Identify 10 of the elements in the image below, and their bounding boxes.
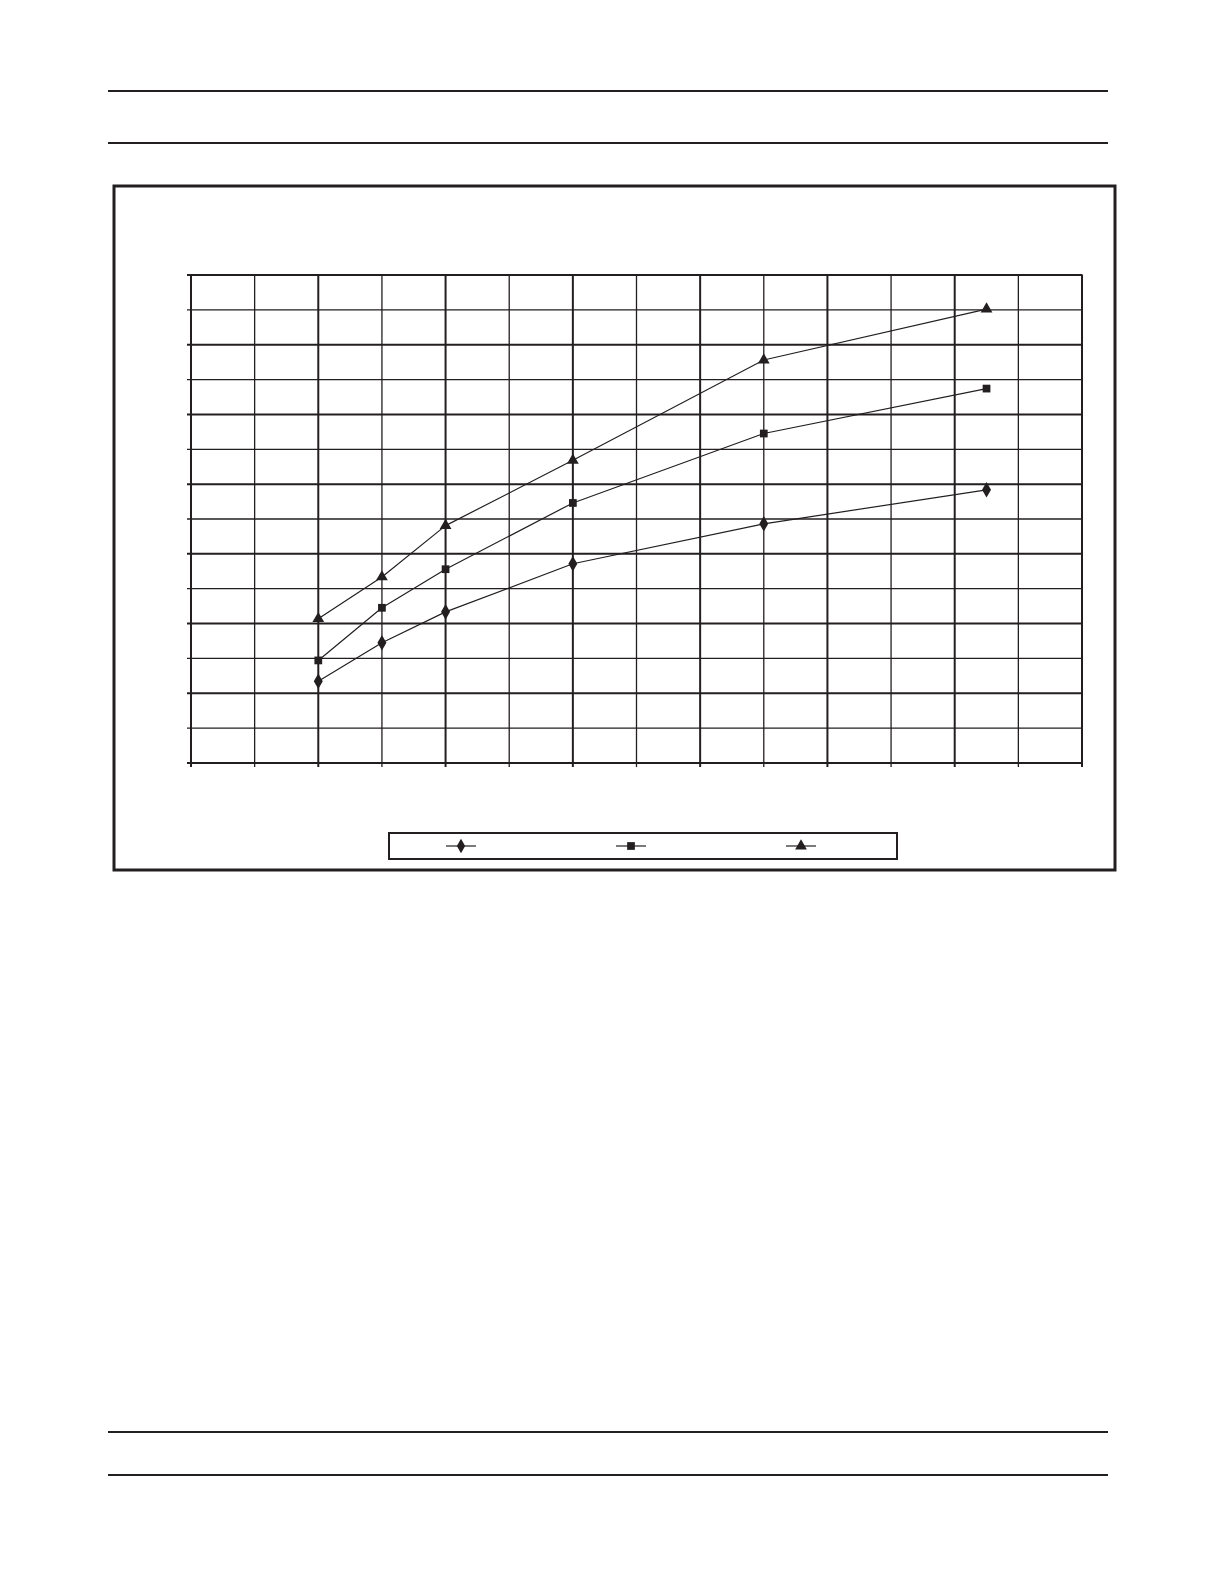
point bbox=[757, 353, 770, 364]
point bbox=[566, 453, 579, 464]
point bbox=[441, 565, 450, 574]
point bbox=[568, 499, 577, 507]
point bbox=[312, 611, 325, 623]
point bbox=[980, 302, 993, 313]
point bbox=[378, 603, 386, 612]
point bbox=[759, 429, 768, 438]
point bbox=[314, 656, 323, 665]
point bbox=[376, 570, 388, 581]
